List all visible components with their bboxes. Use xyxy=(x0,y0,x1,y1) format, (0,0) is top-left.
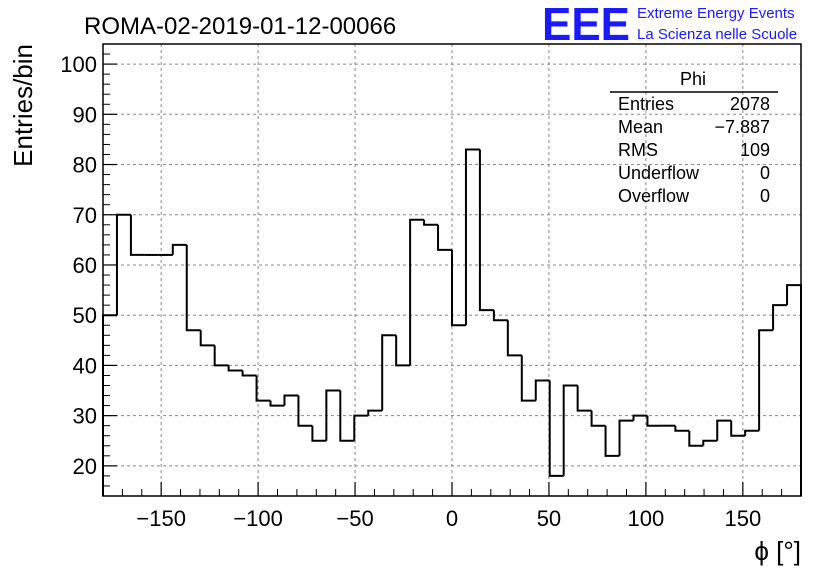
histogram-bin xyxy=(562,384,578,476)
histogram-bin xyxy=(339,390,355,442)
x-tick-label: 100 xyxy=(628,506,665,531)
stats-rms-label: RMS xyxy=(618,140,658,160)
histogram-bin xyxy=(520,355,536,402)
histogram-bin xyxy=(632,414,648,421)
histogram-bin xyxy=(688,430,704,447)
y-tick-label: 50 xyxy=(73,303,97,328)
y-tick-label: 80 xyxy=(73,153,97,178)
stats-mean-label: Mean xyxy=(618,117,663,137)
histogram-bin xyxy=(311,425,327,442)
histogram-bin xyxy=(129,214,145,256)
histogram-bin xyxy=(590,410,606,427)
stats-mean-value: −7.887 xyxy=(714,117,770,137)
chart-title: ROMA-02-2019-01-12-00066 xyxy=(84,13,396,40)
histogram-bin xyxy=(618,419,634,456)
y-tick-label: 20 xyxy=(73,454,97,479)
y-tick-label: 70 xyxy=(73,203,97,228)
histogram-bin xyxy=(772,304,788,331)
y-tick-label: 60 xyxy=(73,253,97,278)
histogram-bin xyxy=(716,419,732,441)
histogram-bin xyxy=(534,379,550,401)
logo-line2: La Scienza nelle Scuole xyxy=(637,26,797,43)
y-tick-label: 100 xyxy=(60,52,97,77)
histogram-bin xyxy=(255,375,271,402)
stats-overflow-label: Overflow xyxy=(618,186,690,206)
histogram-bin xyxy=(381,334,397,411)
histogram-bin xyxy=(576,385,592,412)
eee-logo: EEE Extreme Energy Events La Scienza nel… xyxy=(542,0,797,50)
histogram-bin xyxy=(395,335,411,367)
stats-entries-label: Entries xyxy=(618,94,674,114)
y-tick-label: 40 xyxy=(73,353,97,378)
histogram-bin xyxy=(604,425,620,457)
tick-layer xyxy=(102,43,802,496)
y-axis-title: Entries/bin xyxy=(8,44,38,167)
histogram-bin xyxy=(437,224,452,251)
stats-overflow-value: 0 xyxy=(760,186,770,206)
histogram-bin xyxy=(199,330,215,347)
histogram-bin xyxy=(171,243,187,255)
x-axis-title: ϕ [°] xyxy=(754,536,801,566)
y-tick-label: 30 xyxy=(73,404,97,429)
histogram-bin xyxy=(478,149,494,312)
histogram-bin xyxy=(674,425,690,432)
histogram-bin xyxy=(464,148,480,326)
stats-rms-value: 109 xyxy=(740,140,770,160)
histogram-bin xyxy=(241,370,257,377)
x-tick-label: −150 xyxy=(136,506,186,531)
histogram-bin xyxy=(269,400,285,407)
histogram-bin xyxy=(451,249,466,327)
histogram-bin xyxy=(758,329,774,431)
histogram-bin xyxy=(702,439,718,446)
histogram-bin xyxy=(227,365,243,372)
x-tick-label: 50 xyxy=(537,506,561,531)
histogram-bin xyxy=(786,284,802,496)
y-tick-label: 90 xyxy=(73,102,97,127)
tick-label-layer: −150 −100 −50 0 50 100 150 20 30 40 50 60 70 80 90 100 xyxy=(60,52,761,531)
x-tick-label: −100 xyxy=(233,506,283,531)
stats-name: Phi xyxy=(680,69,706,89)
x-tick-label: −50 xyxy=(336,506,373,531)
x-tick-label: 0 xyxy=(446,506,458,531)
x-tick-label: 150 xyxy=(724,506,761,531)
histogram-layer xyxy=(102,148,802,496)
histogram-bin xyxy=(283,394,299,406)
histogram-bin xyxy=(730,420,746,437)
histogram-bin xyxy=(367,409,383,416)
histogram-bin xyxy=(297,395,313,427)
histogram-bin xyxy=(423,219,439,226)
stats-underflow-label: Underflow xyxy=(618,163,700,183)
logo-line1: Extreme Energy Events xyxy=(637,5,795,22)
stats-box: Phi Entries 2078 Mean −7.887 RMS 109 Und… xyxy=(610,69,778,206)
stats-underflow-value: 0 xyxy=(760,163,770,183)
histogram-bin xyxy=(409,218,425,366)
histogram-bin xyxy=(492,310,508,322)
histogram-bin xyxy=(353,414,369,441)
histogram-bin xyxy=(548,380,564,477)
histogram-bin xyxy=(185,244,201,332)
logo-acronym: EEE xyxy=(542,0,630,50)
histogram-bin xyxy=(506,320,522,357)
histogram-bin xyxy=(325,389,341,441)
histogram-bin xyxy=(213,345,229,367)
histogram-bin xyxy=(744,429,760,436)
histogram-bin xyxy=(646,415,662,427)
stats-entries-value: 2078 xyxy=(730,94,770,114)
